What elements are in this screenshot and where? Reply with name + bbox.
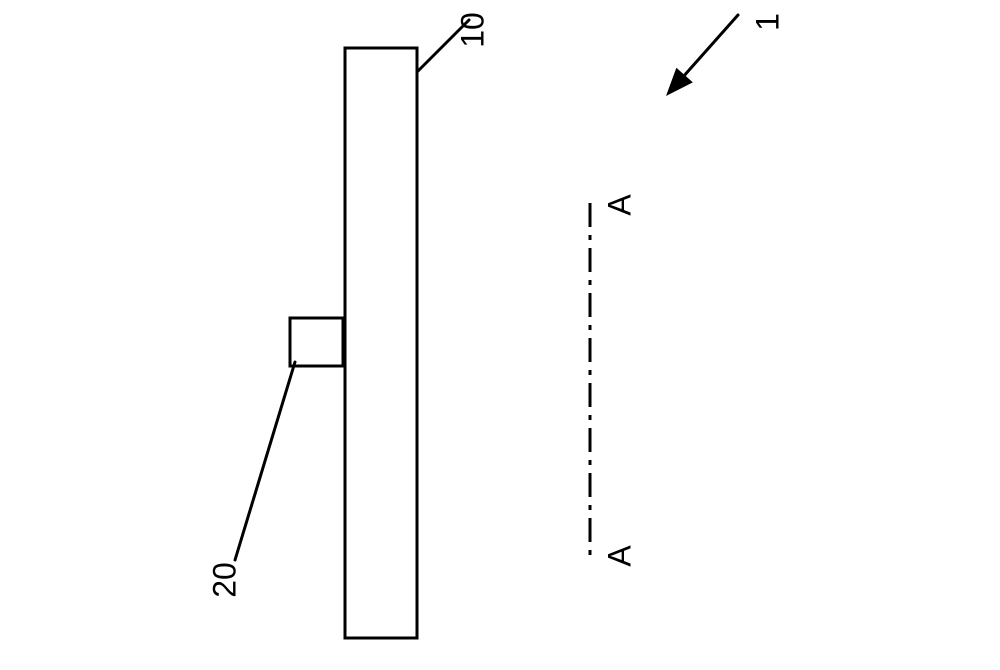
svg-text:A: A xyxy=(601,194,637,216)
svg-text:1: 1 xyxy=(749,13,785,31)
svg-text:A: A xyxy=(601,545,637,567)
svg-text:20: 20 xyxy=(206,562,242,598)
svg-text:10: 10 xyxy=(454,12,490,48)
